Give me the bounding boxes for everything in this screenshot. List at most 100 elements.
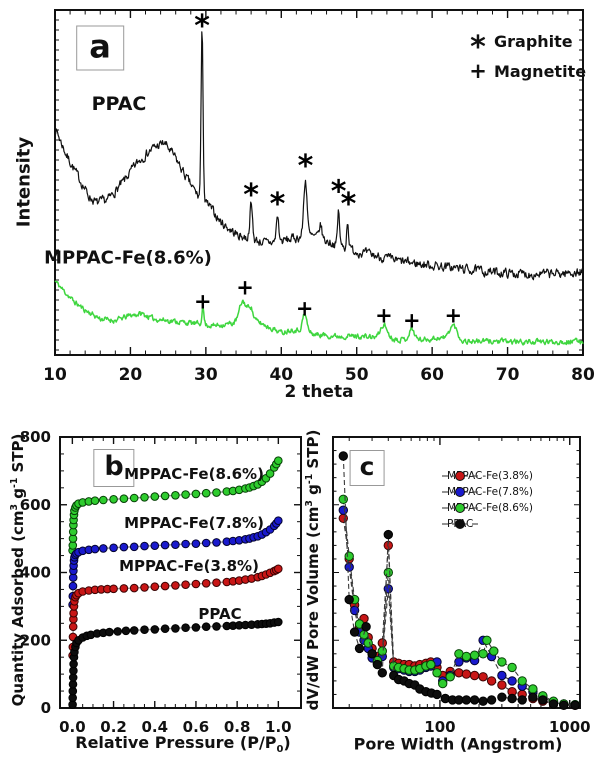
data-point xyxy=(109,495,118,504)
data-point xyxy=(349,627,360,637)
legend-item-ppac: PPAC xyxy=(441,516,533,532)
isotherm-chart: 0.0 0.2 0.4 0.6 0.8 1.0 0 200 400 600 800 xyxy=(20,428,302,736)
data-point xyxy=(367,649,377,659)
data-point xyxy=(191,623,201,632)
x-tick-label: 1.0 xyxy=(265,718,292,736)
data-point xyxy=(105,627,114,637)
data-point xyxy=(497,657,507,667)
x-tick-label: 10 xyxy=(43,365,67,385)
data-point xyxy=(461,669,472,679)
curve-label-mppac78: MPPAC-Fe(7.8%) xyxy=(124,514,264,532)
legend-row-graphite: * Graphite xyxy=(466,28,586,63)
legend-marker-icon xyxy=(442,503,478,513)
data-point xyxy=(119,494,129,503)
data-point xyxy=(274,617,283,627)
data-point xyxy=(90,544,100,554)
graphite-peak-marker: * xyxy=(270,187,286,222)
data-point xyxy=(338,505,348,515)
magnetite-peak-marker: + xyxy=(194,290,212,314)
magnetite-label: Magnetite xyxy=(494,61,587,81)
data-point xyxy=(212,622,221,631)
magnetite-peak-marker: + xyxy=(236,276,254,300)
data-point xyxy=(372,659,383,670)
data-point xyxy=(361,622,371,632)
data-point xyxy=(274,564,283,574)
data-point xyxy=(160,540,170,550)
magnetite-peak-marker: + xyxy=(375,303,393,327)
curve-label-mppac-xrd: MPPAC-Fe(8.6%) xyxy=(44,247,212,269)
data-point xyxy=(150,582,160,591)
pore-size-legend: MPPAC-Fe(3.8%) MPPAC-Fe(7.8%) MPPAC-Fe(8.6… xyxy=(441,468,533,532)
legend-marker-icon xyxy=(442,471,478,481)
data-point xyxy=(344,594,354,605)
data-point xyxy=(212,488,221,497)
data-point xyxy=(119,584,129,593)
graphite-peak-marker: * xyxy=(331,175,347,210)
data-point xyxy=(119,542,129,552)
legend-marker-icon xyxy=(442,519,478,529)
data-point xyxy=(113,627,122,636)
xrd-legend: * Graphite + Magnetite xyxy=(466,28,586,88)
graphite-peak-marker: * xyxy=(194,9,210,44)
data-point xyxy=(109,584,118,594)
x-tick-label: 0.4 xyxy=(141,718,168,736)
x-tick-label: 80 xyxy=(571,365,595,385)
xrd-curve-mppac-fe-8-6- xyxy=(54,280,584,346)
magnetite-peak-marker: + xyxy=(444,303,462,327)
data-point xyxy=(160,581,170,591)
panel-b-letter: b xyxy=(93,449,135,487)
x-axis-label-2theta: 2 theta xyxy=(284,382,354,402)
legend-item-mppac-fe-7-8-: MPPAC-Fe(7.8%) xyxy=(441,484,533,500)
data-point xyxy=(191,579,201,589)
curve-label-mppac38: MPPAC-Fe(3.8%) xyxy=(119,557,259,575)
data-point xyxy=(140,625,149,634)
legend-label: MPPAC-Fe(7.8%) xyxy=(447,486,533,498)
data-point xyxy=(140,583,149,592)
curve-label-ppac-xrd: PPAC xyxy=(91,93,147,115)
data-point xyxy=(461,695,472,705)
data-point xyxy=(171,540,180,549)
data-point xyxy=(454,668,464,678)
magnetite-plus-icon: + xyxy=(469,59,487,83)
data-point xyxy=(517,695,527,705)
data-point xyxy=(265,469,275,478)
magnetite-peak-marker: + xyxy=(403,309,421,333)
x-tick-label: 0.6 xyxy=(183,718,210,736)
data-point xyxy=(129,542,139,552)
x-tick-label: 70 xyxy=(496,365,520,385)
data-point xyxy=(478,696,488,706)
data-point xyxy=(150,541,160,550)
data-point xyxy=(426,659,436,670)
y-axis-label-quantity-adsorbed: Quantity Adsorbed (cm3 g-1 STP) xyxy=(9,433,27,707)
y-axis-label-intensity: Intensity xyxy=(13,136,35,228)
data-point xyxy=(338,494,348,505)
panel-c-letter: c xyxy=(349,450,385,486)
data-point xyxy=(344,562,354,572)
data-point xyxy=(517,676,527,686)
x-axis-label-relative-pressure: Relative Pressure (P/P0) xyxy=(75,732,291,756)
legend-dot xyxy=(455,471,465,481)
data-point xyxy=(559,700,569,710)
xrd-chart: 10 20 30 40 50 60 70 80** ****+++ + + + xyxy=(43,9,595,385)
data-point xyxy=(548,699,559,709)
data-point xyxy=(68,622,78,631)
data-point xyxy=(489,646,499,656)
curve-label-ppac-isotherm: PPAC xyxy=(198,605,242,623)
data-point xyxy=(497,680,507,690)
data-point xyxy=(181,580,190,589)
data-point xyxy=(201,488,211,498)
data-point xyxy=(469,670,480,681)
data-point xyxy=(445,672,455,682)
x-tick-label: 30 xyxy=(194,365,218,385)
data-point xyxy=(201,622,211,631)
data-point xyxy=(140,541,149,551)
data-point xyxy=(140,493,149,502)
data-point xyxy=(507,662,517,673)
data-point xyxy=(482,635,492,646)
xrd-curve-ppac xyxy=(54,31,584,281)
data-point xyxy=(469,650,480,660)
y-tick-label: 0 xyxy=(41,699,51,717)
data-point xyxy=(171,491,180,500)
data-point xyxy=(538,695,548,705)
data-point xyxy=(344,551,354,561)
